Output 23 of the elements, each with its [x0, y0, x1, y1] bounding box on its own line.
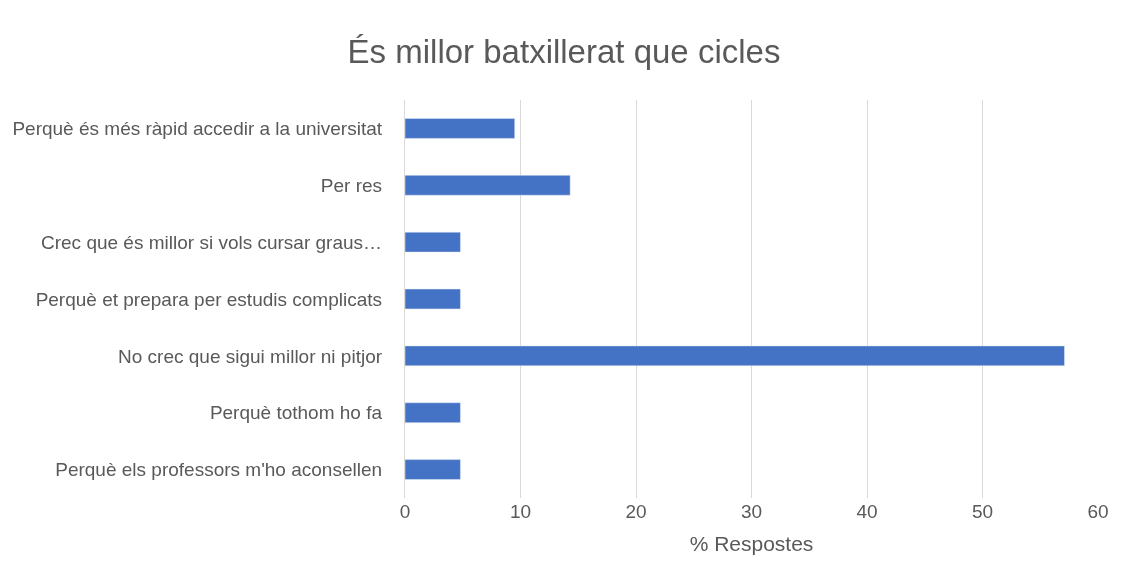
x-tick-label: 60: [1087, 501, 1109, 522]
y-tick-label: Perquè tothom ho fa: [209, 402, 383, 424]
y-tick-label: Per res: [320, 174, 383, 196]
y-tick-label: No crec que sigui millor ni pitjor: [118, 345, 383, 367]
bar: [405, 288, 461, 310]
x-tick-label: 0: [399, 501, 411, 522]
chart-title: És millor batxillerat que cicles: [347, 32, 781, 70]
x-tick-label: 30: [740, 501, 763, 522]
x-tick-label: 10: [509, 501, 532, 522]
bar: [405, 231, 461, 253]
x-tick-label: 40: [856, 501, 878, 522]
bar: [405, 345, 1065, 367]
y-tick-label: Crec que és millor si vols cursar graus…: [41, 231, 383, 253]
x-tick-label: 20: [625, 501, 647, 522]
x-axis-title: % Respostes: [689, 532, 814, 556]
y-tick-label: Perquè et prepara per estudis complicats: [35, 288, 383, 310]
y-tick-label: Perquè els professors m'ho aconsellen: [55, 459, 383, 481]
bar: [405, 175, 571, 196]
x-tick-label: 50: [971, 501, 994, 522]
y-tick-label: Perquè és més ràpid accedir a la universitat: [12, 118, 383, 140]
bar: [405, 118, 515, 139]
bar: [405, 402, 461, 423]
bar: [405, 459, 461, 480]
